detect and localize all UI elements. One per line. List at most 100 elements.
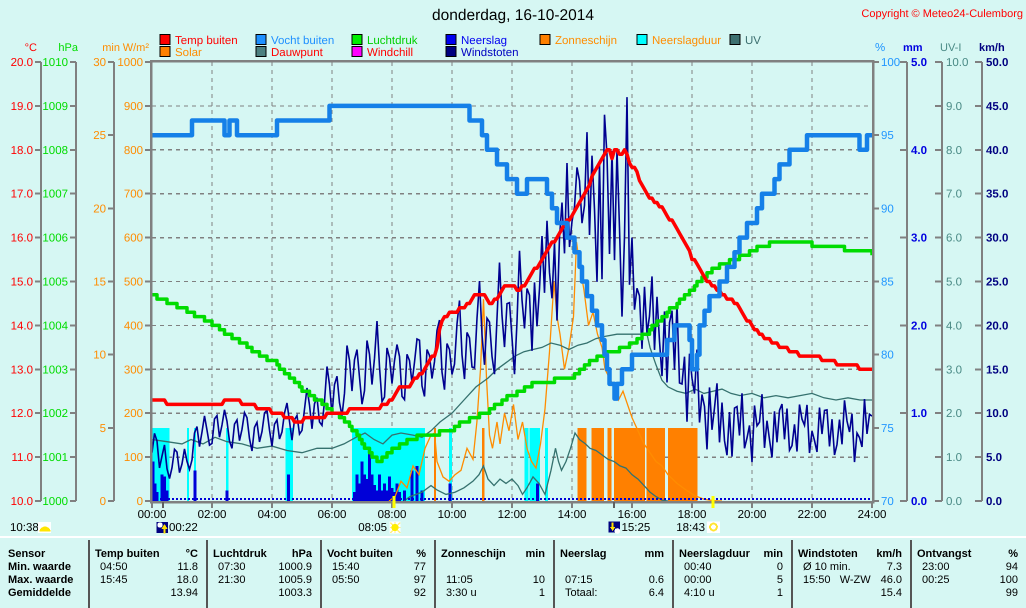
svg-text:Vocht buiten: Vocht buiten	[271, 35, 334, 47]
svg-text:22:00: 22:00	[798, 509, 827, 521]
svg-text:18:00: 18:00	[678, 509, 707, 521]
svg-text:900: 900	[124, 101, 143, 113]
svg-text:18:43: 18:43	[676, 522, 705, 534]
svg-text:1008: 1008	[42, 145, 68, 157]
svg-text:2.0: 2.0	[946, 408, 962, 420]
svg-text:mm: mm	[903, 42, 923, 54]
svg-text:1.0: 1.0	[911, 408, 927, 420]
svg-text:1002: 1002	[42, 408, 68, 420]
svg-text:17.0: 17.0	[11, 189, 33, 201]
svg-text:10:38: 10:38	[10, 522, 39, 534]
svg-text:10.0: 10.0	[11, 496, 33, 508]
svg-text:600: 600	[124, 233, 143, 245]
svg-text:95: 95	[881, 130, 894, 142]
svg-text:Solar: Solar	[175, 47, 202, 59]
svg-text:30.0: 30.0	[986, 233, 1008, 245]
svg-text:Copyright © Meteo24-Culemborg: Copyright © Meteo24-Culemborg	[861, 8, 1023, 20]
svg-text:200: 200	[124, 408, 143, 420]
svg-text:20.0: 20.0	[11, 57, 33, 69]
svg-text:24:00: 24:00	[858, 509, 887, 521]
svg-text:100: 100	[124, 452, 143, 464]
svg-text:75: 75	[881, 423, 894, 435]
svg-text:1004: 1004	[42, 320, 68, 332]
svg-text:50.0: 50.0	[986, 57, 1008, 69]
svg-text:Windchill: Windchill	[367, 47, 413, 59]
svg-text:1001: 1001	[42, 452, 68, 464]
svg-text:5.0: 5.0	[946, 277, 962, 289]
svg-text:02:00: 02:00	[198, 509, 227, 521]
svg-text:90: 90	[881, 203, 894, 215]
svg-text:25: 25	[93, 130, 106, 142]
svg-text:7.0: 7.0	[946, 189, 962, 201]
svg-text:UV: UV	[745, 35, 761, 47]
svg-text:40.0: 40.0	[986, 145, 1008, 157]
svg-text:85: 85	[881, 277, 894, 289]
svg-text:00:22: 00:22	[169, 522, 198, 534]
svg-text:W/m²: W/m²	[123, 42, 150, 54]
svg-text:20: 20	[93, 203, 106, 215]
svg-text:1000: 1000	[117, 57, 143, 69]
svg-text:25.0: 25.0	[986, 277, 1008, 289]
svg-text:hPa: hPa	[58, 42, 78, 54]
svg-text:1009: 1009	[42, 101, 68, 113]
svg-text:14:00: 14:00	[558, 509, 587, 521]
svg-text:18.0: 18.0	[11, 145, 33, 157]
svg-text:10.0: 10.0	[986, 408, 1008, 420]
svg-text:14.0: 14.0	[11, 320, 33, 332]
svg-text:13.0: 13.0	[11, 364, 33, 376]
svg-text:10: 10	[93, 350, 106, 362]
svg-text:0: 0	[100, 496, 106, 508]
svg-text:5.0: 5.0	[911, 57, 927, 69]
svg-text:500: 500	[124, 277, 143, 289]
svg-text:04:00: 04:00	[258, 509, 287, 521]
svg-text:0: 0	[137, 496, 143, 508]
svg-text:Zonneschijn: Zonneschijn	[555, 35, 617, 47]
svg-text:1010: 1010	[42, 57, 68, 69]
svg-text:donderdag, 16-10-2014: donderdag, 16-10-2014	[432, 7, 594, 24]
svg-text:45.0: 45.0	[986, 101, 1008, 113]
svg-text:0.0: 0.0	[946, 496, 962, 508]
svg-text:6.0: 6.0	[946, 233, 962, 245]
svg-text:19.0: 19.0	[11, 101, 33, 113]
svg-text:5.0: 5.0	[986, 452, 1002, 464]
svg-text:Temp buiten: Temp buiten	[175, 35, 238, 47]
svg-text:100: 100	[881, 57, 900, 69]
svg-text:06:00: 06:00	[318, 509, 347, 521]
svg-text:3.0: 3.0	[946, 364, 962, 376]
svg-text:10:00: 10:00	[438, 509, 467, 521]
svg-text:400: 400	[124, 320, 143, 332]
svg-text:10.0: 10.0	[946, 57, 968, 69]
svg-text:80: 80	[881, 350, 894, 362]
svg-text:12.0: 12.0	[11, 408, 33, 420]
svg-text:1000: 1000	[42, 496, 68, 508]
svg-text:Luchtdruk: Luchtdruk	[367, 35, 418, 47]
svg-text:00:00: 00:00	[138, 509, 167, 521]
svg-text:16:00: 16:00	[618, 509, 647, 521]
svg-text:5: 5	[100, 423, 106, 435]
svg-text:1005: 1005	[42, 277, 68, 289]
svg-text:1003: 1003	[42, 364, 68, 376]
svg-text:700: 700	[124, 189, 143, 201]
svg-text:%: %	[875, 42, 885, 54]
svg-text:15.0: 15.0	[986, 364, 1008, 376]
svg-text:12:00: 12:00	[498, 509, 527, 521]
svg-text:11.0: 11.0	[11, 452, 33, 464]
svg-text:16.0: 16.0	[11, 233, 33, 245]
svg-text:8.0: 8.0	[946, 145, 962, 157]
svg-text:15:25: 15:25	[622, 522, 651, 534]
svg-text:15: 15	[93, 277, 106, 289]
svg-text:Neerslagduur: Neerslagduur	[652, 35, 721, 47]
svg-text:°C: °C	[25, 42, 37, 54]
svg-text:0.0: 0.0	[986, 496, 1002, 508]
svg-text:300: 300	[124, 364, 143, 376]
svg-text:2.0: 2.0	[911, 320, 927, 332]
svg-text:Neerslag: Neerslag	[461, 35, 507, 47]
svg-text:1007: 1007	[42, 189, 68, 201]
svg-text:70: 70	[881, 496, 894, 508]
svg-text:min: min	[102, 42, 120, 54]
svg-text:35.0: 35.0	[986, 189, 1008, 201]
svg-text:4.0: 4.0	[946, 320, 962, 332]
svg-text:km/h: km/h	[979, 42, 1005, 54]
svg-text:9.0: 9.0	[946, 101, 962, 113]
svg-text:1006: 1006	[42, 233, 68, 245]
